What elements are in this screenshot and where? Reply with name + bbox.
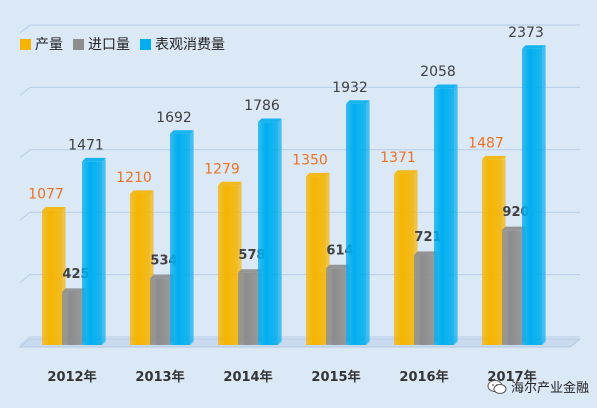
data-label: 1487 [468,135,504,151]
bar [258,118,282,345]
legend-item-production: 产量 [20,34,63,54]
x-tick-label: 2014年 [223,369,272,385]
x-tick-label: 2015年 [311,369,360,385]
legend-item-consumption: 表观消费量 [140,34,225,54]
legend-item-imports: 进口量 [73,34,130,54]
bar [170,130,194,345]
legend-swatch-consumption [140,38,151,50]
data-label: 1077 [28,187,64,203]
data-label: 1932 [332,80,368,96]
watermark-text: 海尔产业金融 [510,381,589,396]
data-label: 1210 [116,170,152,186]
data-label: 1786 [244,98,280,114]
data-label: 1350 [292,153,328,169]
bar [346,100,370,345]
wechat-icon [487,379,507,394]
watermark: 海尔产业金融 [487,377,589,396]
bar [522,45,546,345]
gridline [19,149,580,159]
bar [130,190,154,345]
data-label: 1471 [68,137,104,153]
bar [434,84,458,346]
legend-label-consumption: 表观消费量 [155,37,225,53]
legend: 产量 进口量 表观消费量 [20,34,225,54]
x-tick-label: 2012年 [47,369,96,385]
data-label: 1371 [380,150,416,166]
legend-label-production: 产量 [35,37,63,53]
gridline [19,24,580,34]
data-label: 1279 [204,161,240,177]
gridline [19,86,580,96]
data-label: 2373 [508,25,544,41]
legend-swatch-production [20,38,31,50]
legend-swatch-imports [73,38,84,50]
legend-label-imports: 进口量 [88,37,130,53]
data-label: 2058 [420,64,456,80]
data-label: 1692 [156,110,192,126]
x-tick-label: 2013年 [135,369,184,385]
x-tick-label: 2016年 [399,369,448,385]
bar [82,157,106,345]
